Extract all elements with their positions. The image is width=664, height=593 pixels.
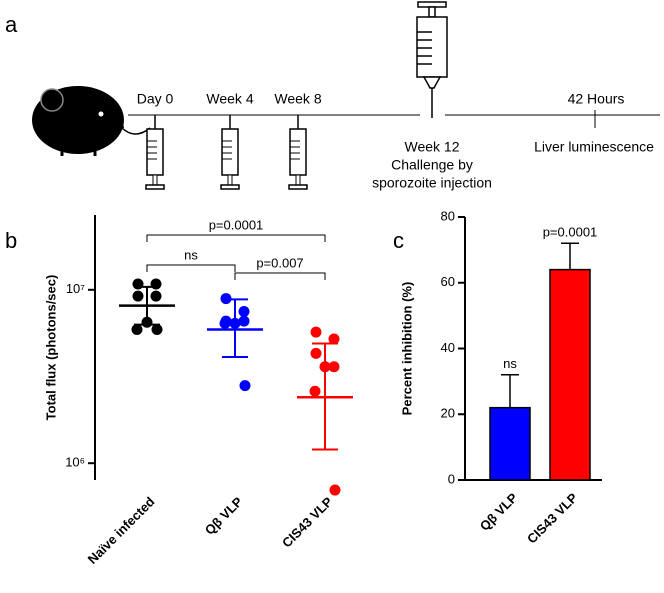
y-tick-label: 0: [448, 471, 455, 486]
data-point: [150, 278, 162, 290]
y-axis-label: Total flux (photons/sec): [43, 275, 58, 421]
large-syringe-icon: [416, 1, 448, 118]
y-axis-label: Percent inhibition (%): [399, 282, 414, 416]
syringe-icon: [145, 114, 165, 190]
data-point: [219, 317, 231, 329]
data-point: [238, 315, 250, 327]
data-point: [328, 333, 340, 345]
syringe-icon: [220, 114, 240, 190]
significance-label: ns: [503, 356, 517, 371]
syringe-icon: [288, 114, 308, 190]
panel-label: c: [393, 228, 404, 253]
x-tick-label: CIS43 VLP: [279, 494, 336, 551]
timeline-label: Week 4: [206, 91, 253, 107]
panel-label: a: [5, 12, 18, 37]
data-point: [329, 484, 341, 496]
data-point: [310, 347, 322, 359]
x-tick-label: Qβ VLP: [477, 490, 521, 534]
data-point: [309, 385, 321, 397]
significance-label: ns: [184, 247, 198, 262]
significance-bracket: [146, 264, 236, 272]
significance-bracket: [234, 272, 326, 280]
data-point: [151, 324, 163, 336]
timeline-label: sporozoite injection: [372, 175, 492, 191]
timeline-label: Week 8: [274, 91, 321, 107]
data-point: [238, 305, 250, 317]
y-tick-label: 10⁷: [66, 281, 85, 296]
data-point: [239, 380, 251, 392]
timeline-label: Challenge by: [391, 157, 473, 173]
timeline-label: Week 12: [405, 139, 460, 155]
data-point: [132, 278, 144, 290]
timeline-label: 42 Hours: [568, 91, 625, 107]
data-point: [150, 290, 162, 302]
y-tick-label: 20: [441, 406, 455, 421]
y-tick-label: 10⁶: [65, 455, 85, 470]
mouse-icon: [32, 86, 151, 156]
y-tick-label: 40: [441, 340, 455, 355]
data-point: [310, 326, 322, 338]
data-point: [132, 290, 144, 302]
data-point: [328, 361, 340, 373]
timeline-line: [128, 110, 660, 128]
x-tick-label: Qβ VLP: [202, 494, 246, 538]
y-tick-label: 80: [441, 208, 455, 223]
y-tick-label: 60: [441, 274, 455, 289]
significance-label: p=0.0001: [209, 217, 264, 232]
significance-bracket: [146, 234, 326, 242]
timeline-label: Day 0: [137, 91, 174, 107]
timeline-label: Liver luminescence: [534, 139, 654, 155]
significance-label: p=0.0001: [543, 225, 598, 240]
x-tick-label: Naïve infected: [85, 494, 158, 567]
data-point: [131, 324, 143, 336]
bar: [489, 406, 531, 481]
bar: [549, 268, 591, 481]
x-tick-label: CIS43 VLP: [524, 490, 581, 547]
panel-label: b: [5, 228, 17, 253]
significance-label: p=0.007: [256, 255, 303, 270]
